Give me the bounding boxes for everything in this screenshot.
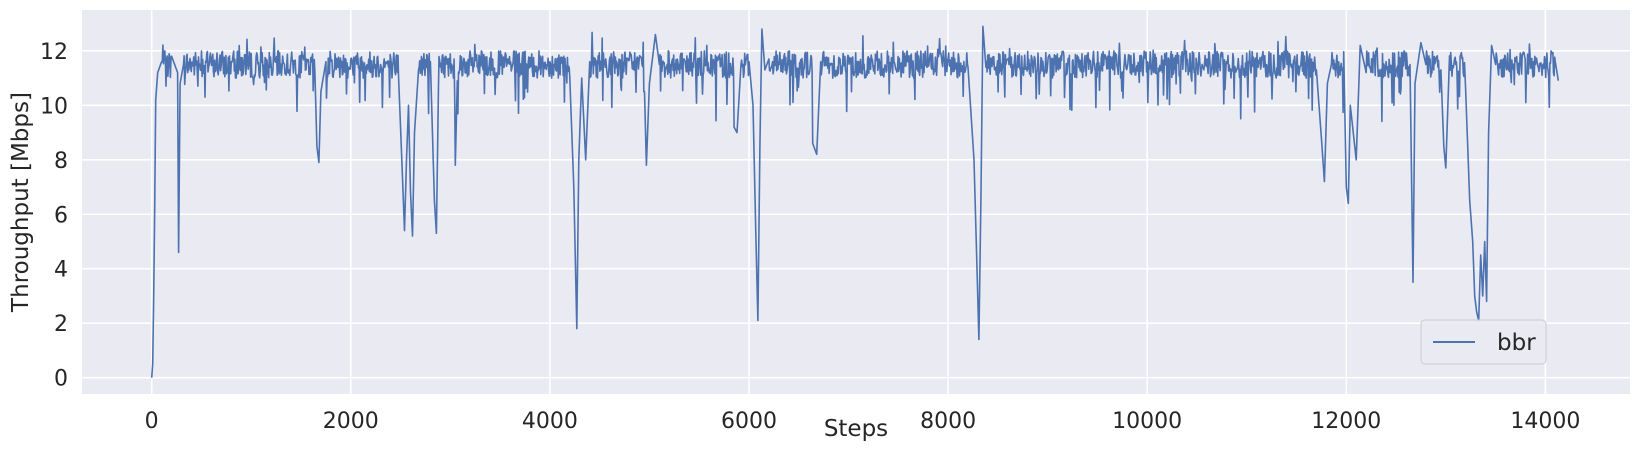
x-axis-title: Steps (824, 416, 888, 442)
y-tick-label: 4 (54, 258, 68, 283)
legend-label-bbr: bbr (1497, 330, 1536, 356)
y-tick-label: 0 (54, 367, 68, 392)
x-tick-label: 2000 (323, 409, 379, 434)
series-layer (150, 25, 1560, 378)
series-line-bbr (150, 25, 1560, 378)
x-tick-label: 12000 (1311, 409, 1381, 434)
y-tick-label: 6 (54, 203, 68, 228)
x-tick-label: 6000 (721, 409, 777, 434)
x-tick-label: 14000 (1510, 409, 1580, 434)
x-tick-label: 10000 (1112, 409, 1182, 434)
y-tick-label: 2 (54, 312, 68, 337)
legend: bbr (1420, 319, 1547, 365)
y-axis-title: Throughput [Mbps] (8, 92, 34, 313)
x-axis-ticks: 0 2000 4000 6000 8000 10000 12000 14000 (145, 409, 1581, 434)
y-tick-label: 10 (40, 94, 68, 119)
x-tick-label: 4000 (522, 409, 578, 434)
x-tick-label: 0 (145, 409, 159, 434)
y-axis-ticks: 0 2 4 6 8 10 12 (40, 40, 68, 392)
legend-box (1420, 319, 1547, 365)
y-tick-label: 8 (54, 149, 68, 174)
x-tick-label: 8000 (920, 409, 976, 434)
y-tick-label: 12 (40, 40, 68, 65)
